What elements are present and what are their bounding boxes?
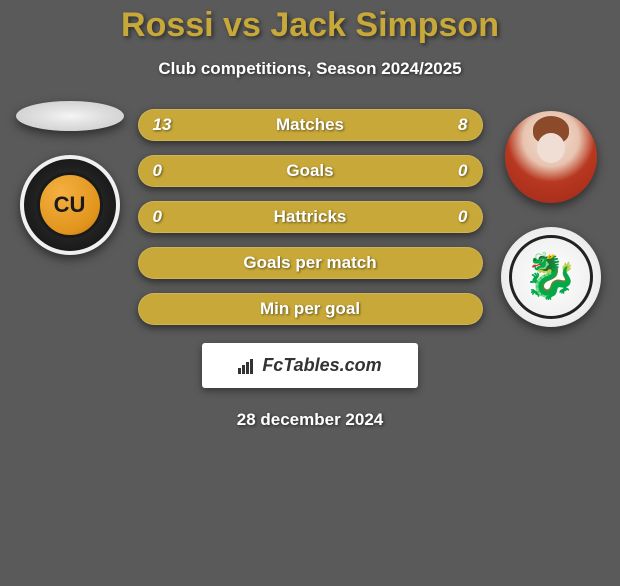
stat-value-right: 8 (458, 115, 467, 135)
credit-label: FcTables.com (262, 355, 381, 376)
stat-bar-matches: 13 Matches 8 (138, 109, 483, 141)
player1-photo (16, 101, 124, 131)
credit-badge: FcTables.com (202, 343, 418, 388)
stat-label: Hattricks (274, 207, 347, 227)
date-label: 28 december 2024 (0, 410, 620, 430)
stat-bar-goals: 0 Goals 0 (138, 155, 483, 187)
stat-value-right: 0 (458, 207, 467, 227)
player1-club-badge: CU (20, 155, 120, 255)
right-column: 🐉 (493, 111, 608, 327)
dragon-icon: 🐉 (523, 255, 578, 299)
page-title: Rossi vs Jack Simpson (0, 6, 620, 45)
stat-bar-goals-per-match: Goals per match (138, 247, 483, 279)
stat-bar-hattricks: 0 Hattricks 0 (138, 201, 483, 233)
stat-label: Matches (276, 115, 344, 135)
stat-bar-min-per-goal: Min per goal (138, 293, 483, 325)
stat-value-left: 0 (153, 161, 162, 181)
bars-icon (238, 358, 258, 374)
subtitle: Club competitions, Season 2024/2025 (0, 59, 620, 79)
stats-section: CU 🐉 13 Matches 8 0 Goals 0 0 Hattricks … (0, 109, 620, 430)
stat-label: Goals (286, 161, 333, 181)
stat-value-left: 0 (153, 207, 162, 227)
stat-bars: 13 Matches 8 0 Goals 0 0 Hattricks 0 Goa… (138, 109, 483, 325)
player2-club-badge: 🐉 (501, 227, 601, 327)
stat-value-right: 0 (458, 161, 467, 181)
club2-inner-ring: 🐉 (509, 235, 593, 319)
club1-ball-icon: CU (37, 172, 103, 238)
left-column: CU (12, 101, 127, 255)
stat-value-left: 13 (153, 115, 172, 135)
stat-label: Min per goal (260, 299, 360, 319)
player2-photo (505, 111, 597, 203)
stat-label: Goals per match (243, 253, 376, 273)
